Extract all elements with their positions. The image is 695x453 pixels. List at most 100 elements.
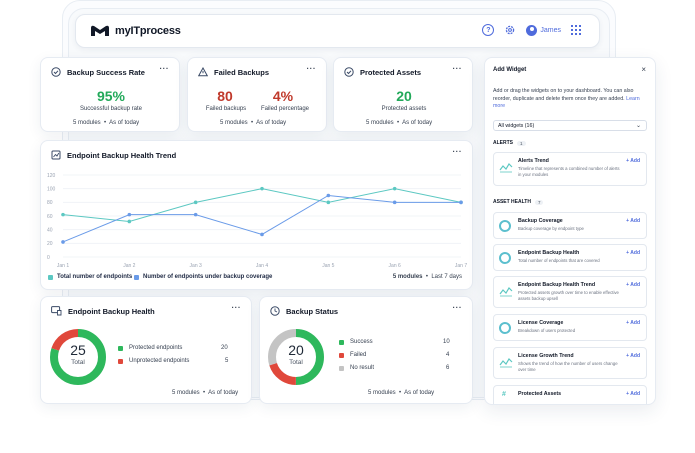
widget-endpoint-backup-health[interactable]: Endpoint Backup Health Total number of e… bbox=[493, 244, 647, 271]
time-range: As of today bbox=[256, 120, 287, 126]
legend-failed: Failed bbox=[339, 352, 366, 358]
warning-icon bbox=[198, 67, 208, 77]
data-point[interactable] bbox=[459, 200, 463, 205]
legend-label: Number of endpoints under backup coverag… bbox=[143, 274, 273, 280]
section-label: ALERTS bbox=[493, 140, 513, 146]
legend-label: Success bbox=[350, 339, 373, 345]
y-tick-label: 80 bbox=[47, 200, 53, 206]
data-point[interactable] bbox=[326, 193, 331, 198]
add-widget-button[interactable]: + Add bbox=[626, 218, 640, 224]
donut-total-label: Total bbox=[71, 359, 85, 366]
close-icon[interactable]: × bbox=[641, 65, 646, 74]
more-options-icon[interactable]: ··· bbox=[452, 303, 462, 312]
widget-license-coverage[interactable]: License Coverage Breakdown of users prot… bbox=[493, 314, 647, 341]
legend-under: Number of endpoints under backup coverag… bbox=[134, 274, 272, 280]
more-options-icon[interactable]: ··· bbox=[452, 147, 462, 156]
more-options-icon[interactable]: ··· bbox=[159, 64, 169, 73]
data-point[interactable] bbox=[61, 240, 65, 244]
card-title: Endpoint Backup Health Trend bbox=[67, 150, 177, 160]
app-name: myITprocess bbox=[115, 25, 181, 37]
data-point[interactable] bbox=[326, 200, 331, 205]
data-point[interactable] bbox=[193, 200, 198, 205]
legend-protected: Protected endpoints bbox=[118, 345, 182, 351]
widget-title: Backup Coverage bbox=[518, 218, 563, 224]
data-point[interactable] bbox=[61, 212, 65, 217]
widget-title: Endpoint Backup Health bbox=[518, 250, 580, 256]
y-tick-label: 20 bbox=[47, 241, 53, 247]
legend-value: 6 bbox=[446, 365, 450, 371]
kpi-label: Protected assets bbox=[381, 106, 427, 112]
section-count: 7 bbox=[534, 199, 544, 205]
learn-more-link[interactable]: Learn more bbox=[493, 95, 640, 110]
widget-alerts-trend[interactable]: Alerts Trend Timeline that represents a … bbox=[493, 152, 647, 186]
card-title: Protected Assets bbox=[360, 67, 421, 77]
modules-count: 5 modules bbox=[172, 390, 200, 396]
more-options-icon[interactable]: ··· bbox=[452, 64, 462, 73]
widget-title: License Growth Trend bbox=[518, 353, 574, 359]
widget-endpoint-backup-health-trend[interactable]: Endpoint Backup Health Trend Protected a… bbox=[493, 276, 647, 308]
widget-backup-coverage[interactable]: Backup Coverage Backup coverage by endpo… bbox=[493, 212, 647, 239]
widget-description: Backup coverage by endpoint type bbox=[518, 226, 584, 231]
gear-icon[interactable] bbox=[504, 24, 516, 36]
data-point[interactable] bbox=[260, 186, 264, 191]
add-widget-button[interactable]: + Add bbox=[626, 250, 640, 256]
legend-unprotected: Unprotected endpoints bbox=[118, 358, 189, 364]
clock-icon bbox=[270, 306, 280, 316]
add-widget-button[interactable]: + Add bbox=[626, 158, 640, 164]
question-icon[interactable]: ? bbox=[482, 24, 495, 36]
chart-icon bbox=[51, 150, 61, 160]
y-tick-label: 60 bbox=[47, 214, 53, 220]
legend-label: Total number of endpoints bbox=[57, 274, 133, 280]
backup-status-donut[interactable] bbox=[266, 327, 326, 387]
data-point[interactable] bbox=[193, 212, 198, 217]
endpoint-health-donut[interactable] bbox=[48, 327, 108, 387]
x-tick-label: Jan 7 bbox=[455, 263, 467, 269]
widget-title: Protected Assets bbox=[518, 391, 562, 397]
user-menu[interactable]: James bbox=[526, 24, 561, 36]
widget-protected-assets[interactable]: # Protected Assets + Add bbox=[493, 385, 647, 404]
widget-description: Protected assets growth over time to ena… bbox=[518, 290, 619, 301]
failed-backups-card: Failed Backups ··· 80 4% Failed backups … bbox=[187, 57, 327, 132]
data-point[interactable] bbox=[127, 212, 132, 217]
x-tick-label: Jan 2 bbox=[123, 263, 135, 269]
legend-no-result: No result bbox=[339, 365, 374, 371]
widget-filter-select[interactable]: All widgets (16) ⌄ bbox=[493, 120, 647, 131]
donut-total-label: Total bbox=[289, 359, 303, 366]
add-widget-button[interactable]: + Add bbox=[626, 282, 640, 288]
trend-line-chart[interactable]: 0 20 40 60 80 100 120 Jan 1 Jan 2 Jan 3 Jan 4 Jan 5… bbox=[41, 165, 474, 285]
legend-label: Unprotected endpoints bbox=[129, 358, 190, 364]
data-point[interactable] bbox=[260, 232, 264, 237]
more-options-icon[interactable]: ··· bbox=[306, 64, 316, 73]
legend-swatch bbox=[134, 274, 139, 280]
widget-description: Shows the trend of how the number of use… bbox=[518, 361, 618, 372]
app-logo[interactable]: myITprocess bbox=[90, 24, 181, 38]
chevron-down-icon: ⌄ bbox=[635, 123, 641, 129]
time-range: As of today bbox=[109, 120, 140, 126]
card-title: Backup Status bbox=[286, 306, 339, 316]
legend-label: Protected endpoints bbox=[129, 345, 183, 351]
donut-slice-1[interactable] bbox=[50, 329, 106, 385]
card-title: Backup Success Rate bbox=[67, 67, 145, 77]
widget-license-growth-trend[interactable]: License Growth Trend Shows the trend of … bbox=[493, 347, 647, 379]
data-point[interactable] bbox=[392, 200, 397, 205]
top-navigation-bar: myITprocess ? James bbox=[75, 14, 600, 48]
donut-slice-2[interactable] bbox=[268, 329, 324, 385]
modules-count: 5 modules bbox=[368, 390, 396, 396]
add-widget-button[interactable]: + Add bbox=[626, 353, 640, 359]
modules-count: 5 modules bbox=[73, 120, 101, 126]
series-line-0[interactable] bbox=[62, 188, 462, 222]
number-icon: # bbox=[502, 391, 506, 398]
data-point[interactable] bbox=[392, 186, 397, 191]
widget-title: License Coverage bbox=[518, 320, 564, 326]
more-options-icon[interactable]: ··· bbox=[231, 303, 241, 312]
y-tick-label: 120 bbox=[47, 173, 56, 179]
data-point[interactable] bbox=[127, 219, 132, 224]
donut-total: 20 bbox=[288, 342, 304, 358]
add-widget-button[interactable]: + Add bbox=[626, 391, 640, 397]
kpi-label: Failed backups bbox=[205, 106, 247, 112]
y-tick-label: 0 bbox=[47, 255, 50, 261]
apps-grid-icon[interactable] bbox=[571, 25, 581, 35]
add-widget-button[interactable]: + Add bbox=[626, 320, 640, 326]
legend-label: No result bbox=[350, 365, 375, 371]
modules-count: 5 modules bbox=[220, 120, 248, 126]
